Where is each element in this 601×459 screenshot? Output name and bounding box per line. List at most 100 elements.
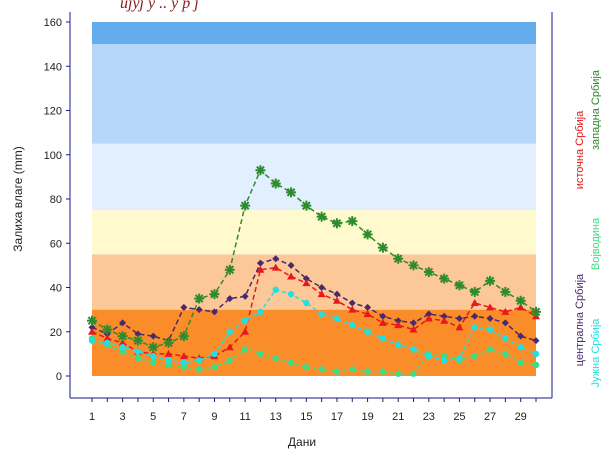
data-point [501, 319, 509, 327]
data-point [209, 289, 220, 300]
y-axis-label: Залиха влаге (mm) [11, 146, 25, 251]
data-point [272, 286, 279, 293]
data-point [164, 349, 173, 357]
data-point [180, 303, 188, 311]
data-point [455, 314, 463, 322]
data-point [333, 368, 341, 375]
data-point [454, 280, 465, 291]
data-point [410, 370, 417, 377]
data-point [362, 229, 373, 240]
data-point [317, 290, 326, 298]
data-point [364, 303, 372, 311]
data-point [226, 295, 234, 303]
x-tick-label: 15 [300, 411, 312, 423]
data-point [257, 308, 264, 316]
y-tick-label: 100 [44, 150, 62, 162]
data-point [257, 350, 264, 358]
data-point [423, 267, 434, 278]
data-point [440, 357, 448, 364]
data-point [301, 200, 312, 211]
data-point [425, 310, 433, 318]
data-point [379, 312, 387, 320]
data-point [88, 327, 96, 335]
data-point [165, 361, 172, 369]
data-point [134, 355, 142, 362]
data-point [471, 312, 479, 320]
data-point [502, 335, 509, 342]
data-point [531, 306, 541, 317]
data-point [517, 332, 525, 340]
data-point [363, 310, 372, 318]
x-tick-label: 21 [392, 411, 404, 423]
data-point [439, 273, 450, 284]
band-5 [92, 22, 536, 45]
data-point [408, 260, 419, 271]
data-point [486, 303, 495, 311]
chart-title: ujyj y .. y p j [120, 0, 199, 12]
x-tick-label: 3 [120, 411, 126, 423]
data-point [180, 359, 188, 366]
y-tick-label: 0 [56, 371, 62, 383]
data-point [377, 242, 388, 253]
data-point [195, 366, 203, 373]
data-point [195, 357, 203, 364]
data-point [163, 337, 174, 348]
data-point [532, 337, 540, 345]
legend-entry-3: Војводина [590, 217, 601, 270]
data-point [394, 317, 402, 325]
data-point [179, 352, 188, 360]
data-point [87, 315, 97, 326]
y-tick-label: 40 [50, 283, 62, 295]
data-point [424, 314, 433, 322]
data-point [88, 323, 96, 331]
y-tick-label: 20 [50, 327, 62, 339]
data-point [286, 187, 297, 198]
x-tick-label: 23 [423, 411, 435, 423]
data-point [224, 264, 235, 275]
data-point [318, 310, 325, 318]
data-point [103, 334, 112, 342]
x-tick-label: 9 [211, 411, 217, 423]
data-point [318, 366, 325, 373]
data-point [150, 359, 157, 366]
data-point [440, 352, 448, 360]
data-point [455, 323, 464, 331]
data-point [516, 303, 525, 311]
data-point [501, 307, 510, 315]
series-layer [87, 165, 541, 377]
data-point [318, 284, 326, 291]
series-4 [88, 286, 540, 366]
data-point [165, 357, 172, 364]
data-point [134, 348, 142, 355]
data-point [333, 290, 341, 298]
data-point [270, 178, 281, 189]
x-tick-label: 25 [453, 411, 465, 423]
legend-entry-0: централна Србија [574, 273, 586, 366]
data-point [469, 286, 480, 297]
data-point [119, 348, 126, 355]
data-point [471, 352, 478, 360]
data-point [150, 352, 157, 360]
series-1 [88, 263, 540, 362]
data-point [134, 330, 142, 338]
x-tick-label: 11 [239, 411, 250, 423]
data-point [180, 363, 188, 371]
data-point [226, 328, 233, 335]
data-point [287, 359, 295, 366]
x-tick-label: 27 [484, 411, 496, 423]
data-point [500, 286, 511, 297]
data-point [255, 165, 266, 176]
data-point [226, 357, 233, 364]
data-point [378, 318, 387, 326]
data-point [379, 368, 387, 375]
x-tick-label: 17 [331, 411, 343, 423]
data-point [240, 200, 251, 211]
moisture-bands [92, 22, 536, 376]
data-point [118, 338, 127, 346]
data-point [211, 350, 218, 358]
data-point [241, 327, 250, 335]
data-point [485, 275, 496, 286]
band-3 [92, 143, 536, 211]
